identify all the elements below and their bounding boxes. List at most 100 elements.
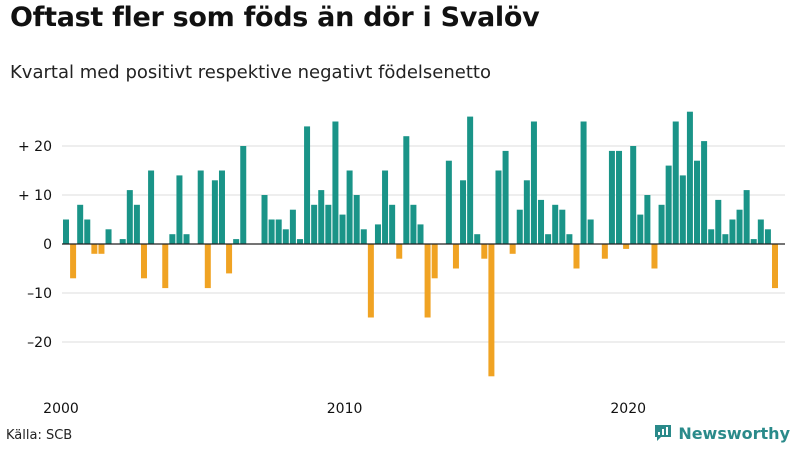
bar: [750, 239, 757, 244]
bar: [665, 165, 672, 244]
x-tick-label: 2010: [327, 401, 363, 417]
bar: [84, 219, 91, 244]
bar: [275, 219, 282, 244]
bar: [325, 204, 332, 244]
bar: [601, 244, 608, 259]
bar: [559, 209, 566, 244]
source-note: Källa: SCB: [6, 428, 73, 443]
bar: [410, 204, 417, 244]
bar: [679, 175, 686, 244]
bar: [389, 204, 396, 244]
bar: [233, 239, 240, 244]
y-axis-ticks: + 20 + 10 0 –10 –20: [18, 139, 52, 351]
bar: [530, 121, 537, 244]
bar: [694, 160, 701, 244]
y-tick-label: 0: [43, 237, 52, 253]
bar: [736, 209, 743, 244]
bar: [382, 170, 389, 244]
bar: [70, 244, 77, 279]
bar: [346, 170, 353, 244]
bar: [211, 180, 218, 244]
bar: [133, 204, 140, 244]
chart-subtitle: Kvartal med positivt respektive negativt…: [10, 62, 491, 83]
bar: [701, 141, 708, 244]
bar: [296, 239, 303, 244]
bar: [63, 219, 69, 244]
bar: [764, 229, 771, 244]
bar: [162, 244, 169, 289]
gridlines: [62, 145, 785, 343]
bar: [644, 195, 651, 244]
bar: [488, 244, 495, 377]
bar: [289, 209, 296, 244]
x-tick-label: 2000: [43, 401, 79, 417]
bar: [587, 219, 594, 244]
bar: [367, 244, 374, 318]
bar: [708, 229, 715, 244]
bar: [197, 170, 204, 244]
bar: [672, 121, 679, 244]
bar: [686, 111, 693, 244]
bar: [616, 150, 623, 244]
bar: [445, 160, 452, 244]
bar: [651, 244, 658, 269]
bar: [98, 244, 105, 254]
bar: [226, 244, 233, 274]
bar: [566, 234, 573, 244]
bar: [772, 244, 778, 289]
bar: [516, 209, 523, 244]
bar: [396, 244, 403, 259]
bar: [353, 195, 360, 244]
bar: [729, 219, 736, 244]
bar: [218, 170, 225, 244]
bar: [452, 244, 459, 269]
bar-series: [63, 111, 778, 377]
bar: [424, 244, 431, 318]
bar: [318, 190, 325, 244]
bar: [509, 244, 516, 254]
bar: [360, 229, 367, 244]
bar: [403, 136, 410, 244]
bar: [148, 170, 155, 244]
bar: [431, 244, 438, 279]
bar: [722, 234, 729, 244]
y-tick-label: –10: [27, 286, 52, 302]
bar: [332, 121, 339, 244]
bar: [105, 229, 112, 244]
bar: [495, 170, 502, 244]
x-tick-label: 2020: [610, 401, 646, 417]
bar: [523, 180, 530, 244]
bar: [240, 146, 247, 244]
bar: [126, 190, 133, 244]
bar: [374, 224, 381, 244]
bar: [637, 214, 644, 244]
bar: [119, 239, 126, 244]
bar: [183, 234, 190, 244]
bar: [261, 195, 268, 244]
bar: [573, 244, 580, 269]
bar: [502, 150, 509, 244]
bar: [282, 229, 289, 244]
brand-name: Newsworthy: [678, 423, 790, 443]
bar: [757, 219, 764, 244]
y-tick-label: + 10: [18, 188, 52, 204]
bar: [538, 199, 545, 244]
bar-chart: + 20 + 10 0 –10 –20 2000 2010 2020: [18, 111, 785, 417]
bar: [474, 234, 481, 244]
bar: [481, 244, 488, 259]
y-tick-label: + 20: [18, 139, 52, 155]
bar: [545, 234, 552, 244]
bar: [204, 244, 211, 289]
bar: [552, 204, 559, 244]
y-tick-label: –20: [27, 335, 52, 351]
bar: [715, 199, 722, 244]
bar: [169, 234, 176, 244]
chart-title: Oftast fler som föds än dör i Svalöv: [10, 2, 540, 33]
bar: [417, 224, 424, 244]
bar: [658, 204, 665, 244]
brand-logo[interactable]: Newsworthy: [653, 423, 790, 443]
bar: [580, 121, 587, 244]
bar: [743, 190, 750, 244]
bar: [140, 244, 147, 279]
bar: [630, 146, 637, 244]
